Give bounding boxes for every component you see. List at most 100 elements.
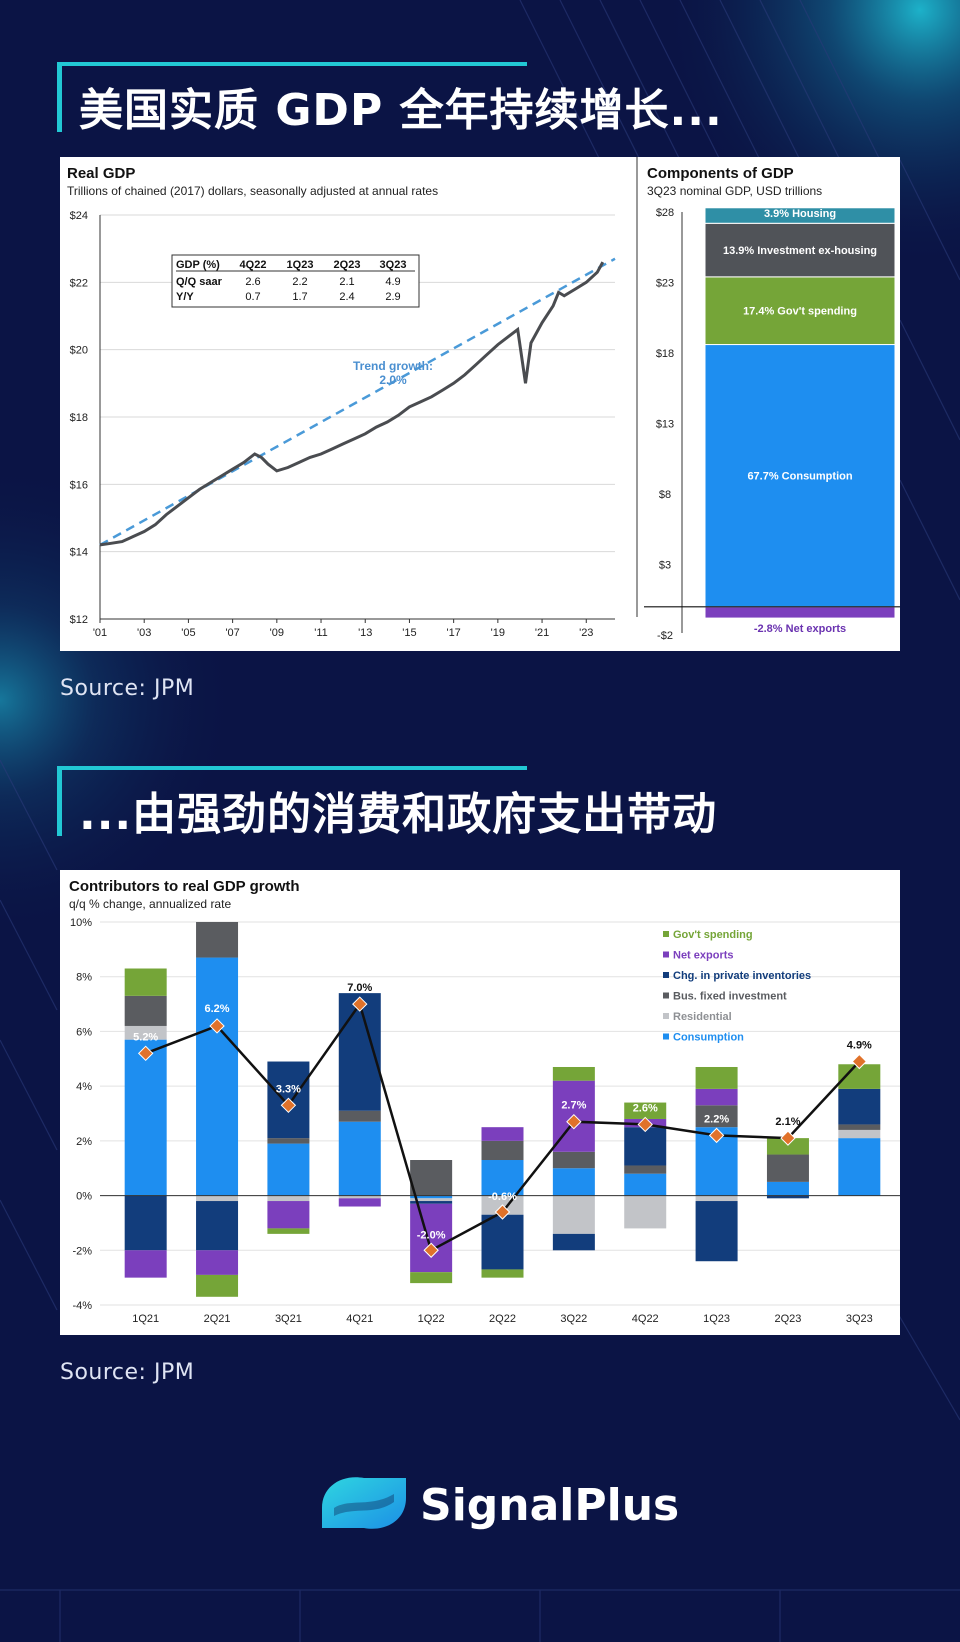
y-tick-label: $18 <box>656 348 674 360</box>
gdp-growth-marker <box>423 1242 439 1258</box>
y-tick-label: $23 <box>656 278 674 290</box>
x-tick-label: '05 <box>181 627 195 639</box>
heading-accent-bar <box>57 62 527 66</box>
contrib-bar-segment <box>766 1154 809 1182</box>
heading-accent-bar <box>57 766 527 770</box>
legend-swatch <box>663 1033 669 1040</box>
y-tick-label: -2% <box>72 1245 92 1257</box>
contrib-bar-segment <box>838 1088 881 1125</box>
contrib-bar-segment <box>267 1138 310 1144</box>
x-tick-label: 2Q23 <box>774 1313 801 1325</box>
contrib-bar-segment <box>624 1173 667 1196</box>
contrib-bar-segment <box>695 1195 738 1202</box>
x-tick-label: 3Q23 <box>846 1313 873 1325</box>
legend-swatch <box>663 951 669 958</box>
y-tick-label: $24 <box>70 210 88 222</box>
x-tick-label: 2Q22 <box>489 1313 516 1325</box>
gdp-growth-marker <box>494 1204 511 1220</box>
table-cell: 0.7 <box>245 291 260 303</box>
realgdp-axes <box>99 215 615 620</box>
contrib-bar-segment <box>124 1039 167 1196</box>
gdp-growth-marker <box>780 1130 796 1146</box>
table-header-2: 1Q23 <box>287 259 314 271</box>
y-tick-label: 8% <box>76 972 92 984</box>
table-cell: 2.1 <box>339 276 354 288</box>
legend-swatch <box>663 972 669 978</box>
contrib-subtitle: q/q % change, annualized rate <box>69 897 231 911</box>
y-tick-label: 0% <box>76 1191 92 1203</box>
x-tick-label: '13 <box>358 627 372 639</box>
contrib-bar-segment <box>124 968 167 996</box>
real-gdp-series-line <box>99 261 605 547</box>
contrib-bar-segment <box>624 1102 667 1119</box>
x-tick-label: 2Q21 <box>204 1313 231 1325</box>
signalplus-mark-icon <box>322 1477 406 1529</box>
x-tick-label: 1Q22 <box>418 1313 445 1325</box>
contrib-bar-segment <box>552 1233 595 1251</box>
table-header-0: GDP (%) <box>176 259 220 271</box>
y-tick-label: $3 <box>659 560 671 572</box>
gdp-growth-label: 7.0% <box>347 982 372 994</box>
component-label: -2.8% Net exports <box>754 623 846 635</box>
component-segment <box>704 207 896 224</box>
x-tick-label: '15 <box>402 627 416 639</box>
x-tick-label: '21 <box>535 627 549 639</box>
gdp-growth-marker <box>851 1053 868 1070</box>
contrib-bar-segment <box>338 1121 381 1196</box>
y-tick-label: -$2 <box>657 630 673 642</box>
legend-label: Net exports <box>673 950 734 962</box>
contrib-bar-segment <box>552 1151 595 1169</box>
y-tick-label: -4% <box>72 1300 92 1312</box>
table-header-4: 3Q23 <box>380 259 407 271</box>
contrib-bar-segment <box>124 1195 167 1251</box>
gdp-growth-label: 2.7% <box>561 1100 586 1112</box>
contrib-bar-segment <box>124 1025 167 1040</box>
gdp-growth-marker <box>209 1018 225 1034</box>
y-tick-label: 6% <box>76 1026 92 1038</box>
trend-line <box>99 257 616 547</box>
component-label: 13.9% Investment ex-housing <box>723 245 877 257</box>
component-label: 67.7% Consumption <box>747 471 852 483</box>
gdp-growth-label: 6.2% <box>205 1003 230 1015</box>
heading-text-bottom: ...由强劲的消费和政府支出带动 <box>79 789 718 840</box>
table-row-qq-label: Q/Q saar <box>176 276 223 288</box>
source-text-bottom: Source: JPM <box>60 1360 195 1385</box>
table-row-yy-label: Y/Y <box>176 291 194 303</box>
gdp-growth-label: 2.1% <box>775 1116 800 1128</box>
contrib-bar-segment <box>410 1201 453 1204</box>
table-header-3: 2Q23 <box>334 259 361 271</box>
y-tick-label: $16 <box>70 479 88 491</box>
contrib-bar-segment <box>196 922 239 958</box>
contrib-x-ticks: 1Q21 2Q21 3Q21 4Q21 1Q22 2Q22 3Q22 4Q22 1Q23 2Q23… <box>132 1313 873 1325</box>
table-cell: 2.9 <box>385 291 400 303</box>
contrib-bar-segment <box>196 1274 239 1297</box>
contrib-bar-segment <box>552 1168 595 1196</box>
contrib-bars <box>124 922 881 1297</box>
y-tick-label: $13 <box>656 419 674 431</box>
gdp-growth-label: -0.6% <box>488 1191 517 1203</box>
contrib-bar-segment <box>410 1203 453 1273</box>
contrib-bar-segment <box>124 1250 167 1278</box>
contrib-bar-segment <box>695 1066 738 1089</box>
contrib-bar-segment <box>624 1165 667 1174</box>
x-tick-label: '01 <box>93 627 107 639</box>
x-tick-label: 3Q22 <box>560 1313 587 1325</box>
legend-swatch <box>663 1013 669 1019</box>
x-tick-label: '17 <box>446 627 460 639</box>
contrib-bar-segment <box>552 1195 595 1234</box>
x-tick-label: '07 <box>225 627 239 639</box>
gdp-growth-label: 5.2% <box>133 1031 158 1043</box>
contrib-bar-segment <box>124 995 167 1026</box>
y-tick-label: 4% <box>76 1081 92 1093</box>
contrib-bar-segment <box>267 1143 310 1196</box>
realgdp-y-ticks: $12 $14 $16 $18 $20 $22 $24 <box>70 210 88 626</box>
y-tick-label: $8 <box>659 489 671 501</box>
legend-swatch <box>663 931 669 937</box>
gdp-growth-label: 2.2% <box>704 1113 729 1125</box>
signalplus-logo: SignalPlus <box>320 1468 679 1538</box>
contrib-bar-segment <box>338 1198 381 1207</box>
gdp-growth-marker <box>566 1113 582 1130</box>
component-label: 17.4% Gov't spending <box>743 306 857 318</box>
trend-label-line2: 2.0% <box>379 373 407 387</box>
contrib-legend: Gov't spending Net exports Chg. in private… <box>663 929 811 1044</box>
